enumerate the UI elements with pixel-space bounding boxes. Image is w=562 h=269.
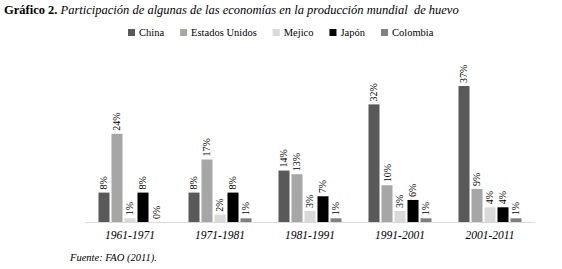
legend-label: Colombia [392,27,434,38]
bar [421,218,432,222]
legend-label: Mejico [284,27,314,38]
data-label: 0% [151,206,162,219]
data-label: 8% [228,176,239,189]
bar [305,211,316,222]
source: Fuente: FAO (2011). [69,252,157,264]
data-label: 8% [138,176,149,189]
data-label: 2% [215,198,226,211]
legend-label: China [139,27,164,38]
legend-swatch [329,29,336,36]
data-label: 13% [292,153,303,171]
data-label: 8% [189,176,200,189]
data-label: 1% [421,202,432,215]
data-label: 9% [472,173,483,186]
x-tick-label: 1971-1981 [195,229,245,241]
title: Gráfico 2. Participación de algunas de l… [4,3,459,17]
bar [228,193,239,222]
data-label: 1% [331,202,342,215]
data-label: 8% [99,176,110,189]
legend-swatch [128,29,135,36]
bar [202,160,213,222]
bar [318,196,329,222]
bar [138,193,149,222]
chart: Gráfico 2. Participación de algunas de l… [0,0,562,269]
data-label: 4% [498,191,509,204]
data-label: 1% [125,202,136,215]
legend-label: Estados Unidos [191,27,257,38]
bar [408,200,419,222]
bar [215,215,226,222]
bar [369,104,380,222]
x-tick-label: 2001-2011 [466,229,515,241]
data-label: 1% [511,202,522,215]
legend-swatch [381,29,388,36]
data-label: 14% [279,149,290,167]
bar [125,218,136,222]
bar [292,174,303,222]
baseline [85,222,535,223]
bar [382,185,393,222]
x-tick-label: 1961-1971 [105,229,155,241]
data-label: 3% [395,195,406,208]
bar [331,218,342,222]
legend: China Estados Unidos Mejico Japón Colombia [128,27,434,38]
bar [485,207,496,222]
title-part: Gráfico 2. [4,3,57,17]
bar [459,86,470,222]
bar [189,193,200,222]
bars [99,86,522,222]
bar [99,193,110,222]
data-label: 1% [241,202,252,215]
bar [279,171,290,222]
legend-swatch [180,29,187,36]
data-label: 10% [382,164,393,182]
title-part: Participación de algunas de las economía… [57,3,458,17]
legend-label: Japón [340,27,365,38]
data-label: 37% [459,65,470,83]
bar [151,222,162,223]
data-label: 7% [318,180,329,193]
bar [241,218,252,222]
data-label: 3% [305,195,316,208]
data-label: 24% [112,112,123,130]
data-label: 4% [485,191,496,204]
bar [112,134,123,222]
data-label: 17% [202,138,213,156]
legend-swatch [273,29,280,36]
data-labels: 8% 8% 14% 32% 37% 24% 17% 13% 10% 9% 1% 2% 3% 3% 4% 8% 8… [99,65,522,219]
bar [472,189,483,222]
data-label: 6% [408,184,419,197]
bar [511,218,522,222]
page: {"chart_data": {"type": "bar", "title": … [0,0,562,269]
bar [498,207,509,222]
x-tick-label: 1991-2001 [375,229,425,241]
x-tick-label: 1981-1991 [285,229,335,241]
bar [395,211,406,222]
data-label: 32% [369,83,380,101]
